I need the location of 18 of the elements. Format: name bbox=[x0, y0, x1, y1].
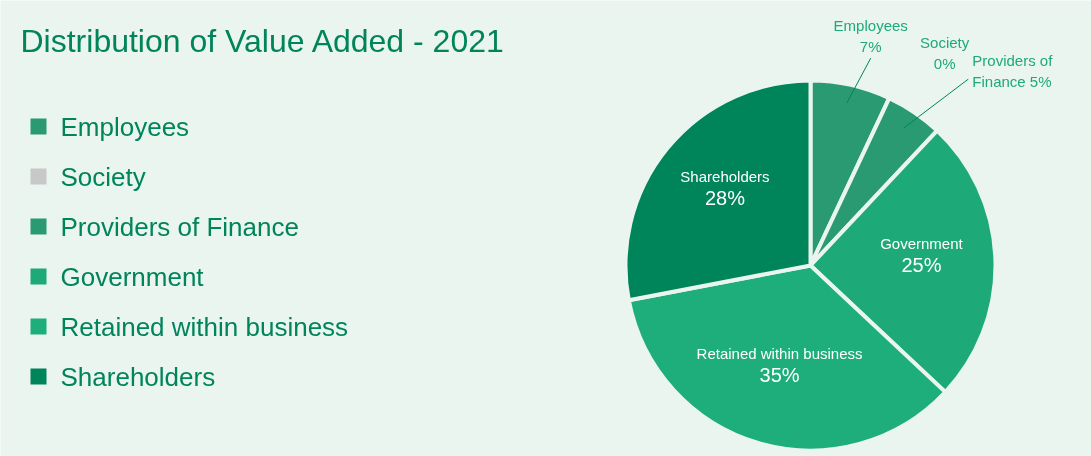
data-label: 25% bbox=[901, 254, 942, 277]
chart-title: Distribution of Value Added - 2021 bbox=[20, 22, 504, 59]
data-label: 7% bbox=[859, 37, 882, 55]
slice-label: Retained within business bbox=[696, 345, 863, 363]
legend-label: Providers of Finance bbox=[60, 211, 299, 242]
text: 0% bbox=[933, 54, 956, 72]
data-label: 35% bbox=[759, 364, 800, 387]
slice-label: Shareholders bbox=[680, 167, 770, 185]
slice-label: Government bbox=[880, 235, 964, 253]
legend-label: Retained within business bbox=[60, 311, 349, 342]
legend-label: Shareholders bbox=[60, 361, 216, 392]
data-label: 28% bbox=[704, 186, 746, 209]
slice-label: Employees bbox=[833, 17, 908, 35]
legend-label: Employees bbox=[60, 111, 190, 142]
legend-label: Society bbox=[60, 161, 146, 192]
category-label: Society bbox=[920, 34, 970, 52]
category-label: Providers of Finance 5% bbox=[972, 52, 1053, 90]
legend-label: Government bbox=[60, 261, 205, 292]
